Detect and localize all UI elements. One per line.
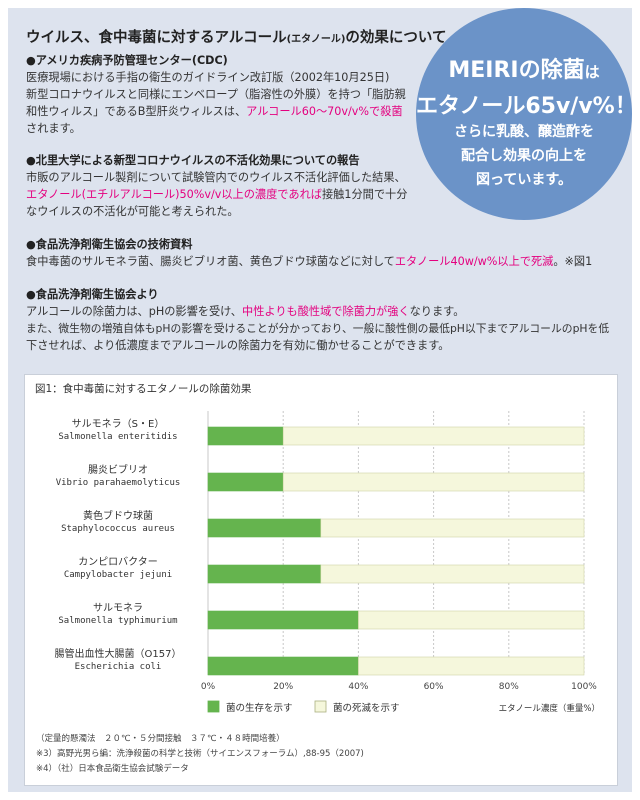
bar-killed (358, 610, 585, 630)
category-scientific-name: Salmonella typhimurium (58, 616, 178, 626)
x-tick-label: 60% (424, 682, 444, 692)
promo-line-5: 図っています。 (476, 172, 572, 188)
bar-survival (207, 518, 322, 538)
bar-killed (282, 426, 585, 446)
section-tech-data: ●食品洗浄剤衛生協会の技術資料 食中毒菌のサルモネラ菌、腸炎ビブリオ菌、黄色ブド… (26, 236, 616, 270)
section-heading: ●食品洗浄剤衛生協会より (26, 288, 159, 301)
promo-body: さらに乳酸、醸造酢を 配合し効果の向上を 図っています。 (416, 120, 632, 192)
category-name: 黄色ブドウ球菌 (83, 511, 153, 522)
legend-swatch (314, 700, 327, 713)
section-cdc: ●アメリカ疾病予防管理センター(CDC) 医療現場における手指の衛生のガイドライ… (26, 52, 406, 137)
legend-label: 菌の生存を示す (226, 702, 293, 714)
category-name: サルモネラ (93, 603, 143, 614)
promo-line-3: さらに乳酸、醸造酢を (454, 124, 594, 140)
footnote: ※3）高野光男ら編：洗浄殺菌の科学と技術（サイエンスフォーラム）,88-95（2… (36, 749, 364, 759)
legend-swatch (207, 700, 220, 713)
section-line: 下させれば、より低濃度までアルコールの除菌力を有効に働かせることができます。 (26, 339, 450, 352)
highlight-text: エタノール(エチルアルコール)50%v/v以上の濃度であれば (26, 188, 322, 201)
bar-survival (207, 472, 284, 492)
category-label: サルモネラ（S・E） Salmonella enteritidis (43, 415, 193, 442)
highlight-text: エタノール40w/w%以上で死滅 (394, 255, 554, 268)
category-scientific-name: Salmonella enteritidis (58, 432, 178, 442)
x-tick-label: 0% (201, 682, 216, 692)
x-axis-label: エタノール濃度（重量%） (499, 703, 600, 714)
category-scientific-name: Vibrio parahaemolyticus (55, 478, 181, 488)
category-label: サルモネラ Salmonella typhimurium (43, 599, 193, 626)
category-label: 腸管出血性大腸菌（O157） Escherichia coli (43, 645, 193, 672)
category-scientific-name: Escherichia coli (74, 662, 162, 672)
highlight-text: 中性よりも酸性域で除菌力が強く (242, 305, 410, 318)
category-name: 腸管出血性大腸菌（O157） (54, 649, 182, 660)
promo-line-2: エタノール65v/v%！ (416, 94, 637, 119)
category-label: 黄色ブドウ球菌 Staphylococcus aureus (43, 507, 193, 534)
x-tick-label: 80% (499, 682, 519, 692)
highlight-text: アルコール60～70v/v%で殺菌 (246, 105, 403, 118)
x-tick-label: 100% (571, 682, 597, 692)
category-name: 腸炎ビブリオ (88, 465, 148, 476)
category-name: カンピロバクター (78, 557, 158, 568)
category-name: サルモネラ（S・E） (71, 419, 165, 430)
footnote: ※4）（社）日本食品衛生協会試験データ (36, 764, 189, 774)
legend-label: 菌の死滅を示す (333, 702, 400, 714)
section-heading: ●アメリカ疾病予防管理センター(CDC) (26, 54, 228, 67)
bar-survival (207, 426, 284, 446)
category-label: 腸炎ビブリオ Vibrio parahaemolyticus (43, 461, 193, 488)
section-line: 新型コロナウイルスと同様にエンベロープ（脂溶性の外膜）を持つ「脂肪親 (26, 88, 406, 101)
category-label: カンピロバクター Campylobacter jejuni (43, 553, 193, 580)
x-tick-label: 20% (273, 682, 293, 692)
footnote: （定量的懸濁法 ２０℃・５分間接触 ３７℃・４８時間培養） (36, 734, 285, 744)
promo-circle: MEIRIの除菌は エタノール65v/v%！ さらに乳酸、醸造酢を 配合し効果の… (416, 8, 637, 220)
section-ph: ●食品洗浄剤衛生協会より アルコールの除菌力は、pHの影響を受け、中性よりも酸性… (26, 286, 622, 354)
section-line: なウイルスの不活化が可能と考えられた。 (26, 205, 239, 218)
category-scientific-name: Staphylococcus aureus (61, 524, 175, 534)
chart-title: 図1：食中毒菌に対するエタノールの除菌効果 (35, 383, 252, 395)
section-line: 食中毒菌のサルモネラ菌、腸炎ビブリオ菌、黄色ブドウ球菌などに対してエタノール40… (26, 255, 593, 268)
bar-chart: 0% 20% 40% 60% 80% 100% 菌の生存を示す 菌の死滅を示す エタノール濃度（… (201, 411, 600, 714)
category-scientific-name: Campylobacter jejuni (63, 570, 173, 580)
bar-killed (358, 656, 585, 676)
section-kitasato: ●北里大学による新型コロナウイルスの不活化効果についての報告 市販のアルコール製… (26, 152, 426, 220)
bar-survival (207, 656, 359, 676)
bar-killed (320, 518, 585, 538)
section-line: エタノール(エチルアルコール)50%v/v以上の濃度であれば接触1分間で十分 (26, 188, 408, 201)
section-line: 医療現場における手指の衛生のガイドライン改訂版（2002年10月25日) (26, 71, 390, 84)
section-heading: ●北里大学による新型コロナウイルスの不活化効果についての報告 (26, 154, 360, 167)
bar-killed (320, 564, 585, 584)
section-line: また、微生物の増殖自体もpHの影響を受けることが分かっており、一般に酸性側の最低… (26, 322, 610, 335)
section-line: 市販のアルコール製剤について試験管内でのウイルス不活化評価した結果、 (26, 171, 406, 184)
bar-survival (207, 610, 359, 630)
chart-container: 図1：食中毒菌に対するエタノールの除菌効果 サルモネラ（S・E） Salmonel… (24, 374, 618, 786)
x-tick-label: 40% (348, 682, 368, 692)
section-line: されます。 (26, 122, 81, 135)
promo-line-1: MEIRIの除菌は (448, 58, 600, 83)
section-line: アルコールの除菌力は、pHの影響を受け、中性よりも酸性域で除菌力が強くなります。 (26, 305, 465, 318)
page-title: ウイルス、食中毒菌に対するアルコール(エタノール)の効果について (26, 30, 447, 46)
bar-killed (282, 472, 585, 492)
section-heading: ●食品洗浄剤衛生協会の技術資料 (26, 238, 193, 251)
section-line: 和性ウィルス」であるB型肝炎ウィルスは、アルコール60～70v/v%で殺菌 (26, 105, 403, 118)
promo-line-4: 配合し効果の向上を (461, 148, 587, 164)
bar-survival (207, 564, 322, 584)
